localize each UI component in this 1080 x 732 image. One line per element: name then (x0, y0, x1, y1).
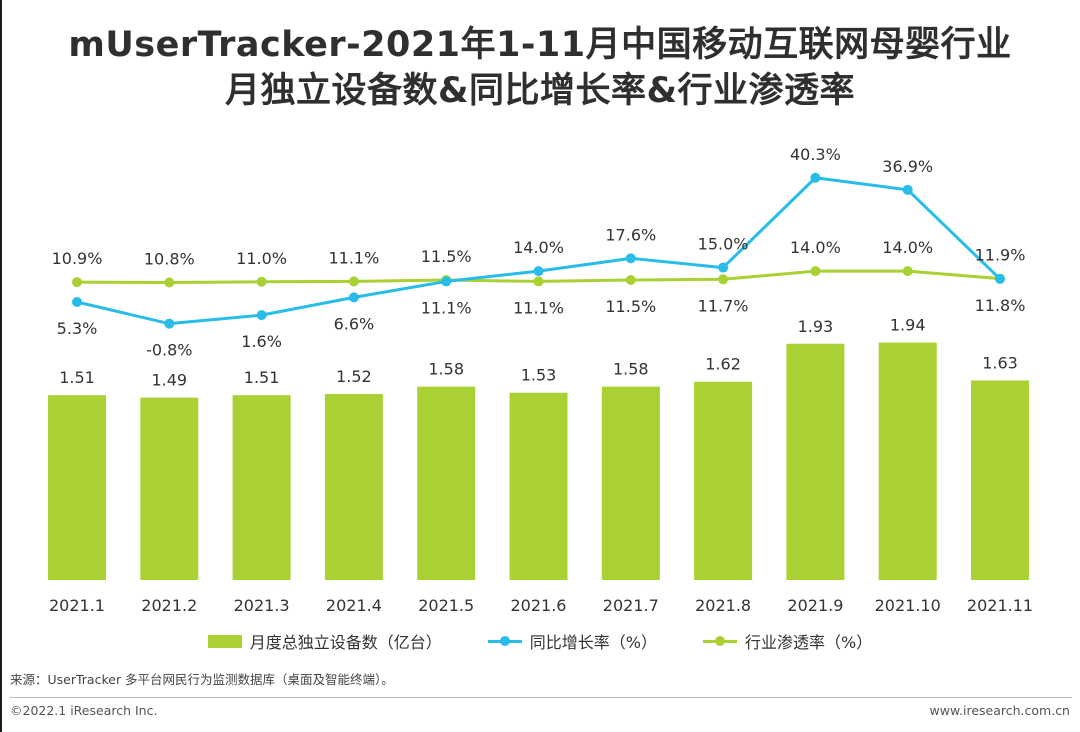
penetration-value-label-2021.11: 11.9% (975, 246, 1026, 265)
legend-line-swatch-penetration (703, 634, 737, 648)
growth-point-2021.8 (718, 262, 729, 273)
x-tick-label-2021.10: 2021.10 (875, 596, 941, 615)
legend-label-devices: 月度总独立设备数（亿台） (249, 633, 442, 652)
x-tick-label-2021.6: 2021.6 (511, 596, 567, 615)
legend-line-swatch-growth (487, 634, 522, 648)
penetration-value-label-2021.5: 11.5% (421, 247, 472, 266)
growth-value-label-2021.9: 40.3% (790, 145, 841, 164)
growth-point-2021.11 (995, 273, 1005, 284)
x-tick-label-2021.1: 2021.1 (49, 596, 105, 615)
growth-point-2021.3 (256, 310, 267, 321)
bar-value-label-2021.3: 1.51 (244, 368, 280, 387)
growth-value-label-2021.2: -0.8% (146, 341, 192, 360)
penetration-point-2021.2 (164, 277, 175, 288)
growth-value-label-2021.6: 14.0% (513, 238, 564, 257)
growth-point-2021.4 (348, 292, 359, 303)
bar-2021.8 (694, 381, 753, 580)
growth-point-2021.2 (164, 318, 175, 329)
penetration-value-label-2021.7: 11.5% (605, 297, 656, 316)
penetration-value-label-2021.1: 10.9% (52, 249, 103, 268)
combo-chart: 1.51 2021.1 1.49 2021.2 1.51 2021.3 1.52 2021.4… (48, 145, 1033, 615)
title-line-2: 月独立设备数&同比增长率&行业渗透率 (224, 71, 856, 111)
penetration-point-2021.7 (625, 275, 636, 285)
penetration-value-label-2021.6: 11.1% (513, 298, 564, 317)
legend-item-growth: 同比增长率（%） (487, 629, 657, 653)
bar-value-label-2021.7: 1.58 (613, 360, 649, 379)
copyright-text: ©2022.1 iResearch Inc. (10, 703, 158, 718)
penetration-point-2021.4 (348, 276, 359, 287)
legend-bar-swatch (207, 634, 242, 648)
growth-value-label-2021.1: 5.3% (57, 319, 98, 338)
chart-title: mUserTracker-2021年1-11月中国移动互联网母婴行业 月独立设备… (0, 22, 1080, 114)
bar-2021.5 (417, 386, 476, 580)
growth-point-2021.10 (902, 184, 913, 195)
website-link[interactable]: www.iresearch.com.cn (929, 703, 1071, 718)
legend-item-devices: 月度总独立设备数（亿台） (207, 629, 442, 653)
penetration-point-2021.9 (810, 266, 821, 277)
growth-value-label-2021.4: 6.6% (334, 314, 375, 333)
footer-divider (10, 697, 1072, 698)
growth-point-2021.9 (810, 172, 821, 183)
bar-value-label-2021.8: 1.62 (705, 355, 741, 374)
penetration-point-2021.1 (72, 277, 82, 288)
left-border (0, 0, 2, 732)
bar-2021.1 (48, 395, 106, 580)
bar-2021.3 (232, 395, 291, 580)
x-tick-label-2021.4: 2021.4 (326, 596, 382, 615)
chart-legend: 月度总独立设备数（亿台） 同比增长率（%） 行业渗透率（%） (0, 628, 1080, 654)
bar-2021.4 (324, 393, 383, 580)
growth-value-label-2021.11: 11.8% (975, 296, 1026, 315)
x-tick-label-2021.9: 2021.9 (787, 596, 843, 615)
penetration-value-label-2021.9: 14.0% (790, 238, 841, 257)
growth-value-label-2021.5: 11.1% (421, 298, 472, 317)
bar-2021.9 (786, 343, 845, 580)
x-tick-label-2021.3: 2021.3 (234, 596, 290, 615)
bar-value-label-2021.11: 1.63 (982, 353, 1018, 372)
growth-value-label-2021.7: 17.6% (605, 225, 656, 244)
penetration-value-label-2021.2: 10.8% (144, 249, 195, 268)
source-note: 来源：UserTracker 多平台网民行为监测数据库（桌面及智能终端）。 (10, 672, 394, 687)
bar-2021.10 (878, 342, 937, 580)
growth-value-label-2021.10: 36.9% (882, 157, 933, 176)
growth-value-label-2021.8: 15.0% (698, 235, 749, 254)
bar-value-label-2021.4: 1.52 (336, 367, 372, 386)
title-line-1: mUserTracker-2021年1-11月中国移动互联网母婴行业 (68, 25, 1012, 65)
growth-value-label-2021.3: 1.6% (241, 332, 282, 351)
penetration-point-2021.3 (256, 276, 267, 287)
bar-value-label-2021.6: 1.53 (521, 366, 557, 385)
penetration-point-2021.10 (902, 266, 913, 277)
growth-point-2021.6 (533, 266, 544, 277)
bar-2021.11 (971, 380, 1029, 580)
bar-2021.6 (509, 392, 568, 580)
bar-value-label-2021.10: 1.94 (890, 316, 926, 335)
bar-value-label-2021.5: 1.58 (428, 360, 464, 379)
bar-value-label-2021.9: 1.93 (798, 317, 834, 336)
x-tick-label-2021.5: 2021.5 (418, 596, 474, 615)
bar-value-label-2021.2: 1.49 (151, 371, 187, 390)
penetration-value-label-2021.8: 11.7% (698, 296, 749, 315)
penetration-value-label-2021.10: 14.0% (882, 238, 933, 257)
growth-point-2021.1 (72, 297, 82, 308)
penetration-point-2021.6 (533, 276, 544, 287)
x-tick-label-2021.8: 2021.8 (695, 596, 751, 615)
bar-2021.7 (601, 386, 660, 580)
legend-label-penetration: 行业渗透率（%） (745, 633, 873, 652)
growth-point-2021.7 (625, 253, 636, 264)
penetration-point-2021.8 (718, 274, 729, 285)
bar-value-label-2021.1: 1.51 (59, 368, 95, 387)
bar-2021.2 (140, 397, 199, 580)
x-tick-label-2021.2: 2021.2 (141, 596, 197, 615)
growth-point-2021.5 (441, 276, 452, 287)
penetration-value-label-2021.3: 11.0% (236, 249, 287, 268)
legend-label-growth: 同比增长率（%） (529, 633, 657, 652)
penetration-value-label-2021.4: 11.1% (328, 248, 379, 267)
x-tick-label-2021.7: 2021.7 (603, 596, 659, 615)
x-tick-label-2021.11: 2021.11 (967, 596, 1033, 615)
legend-item-penetration: 行业渗透率（%） (703, 629, 872, 653)
